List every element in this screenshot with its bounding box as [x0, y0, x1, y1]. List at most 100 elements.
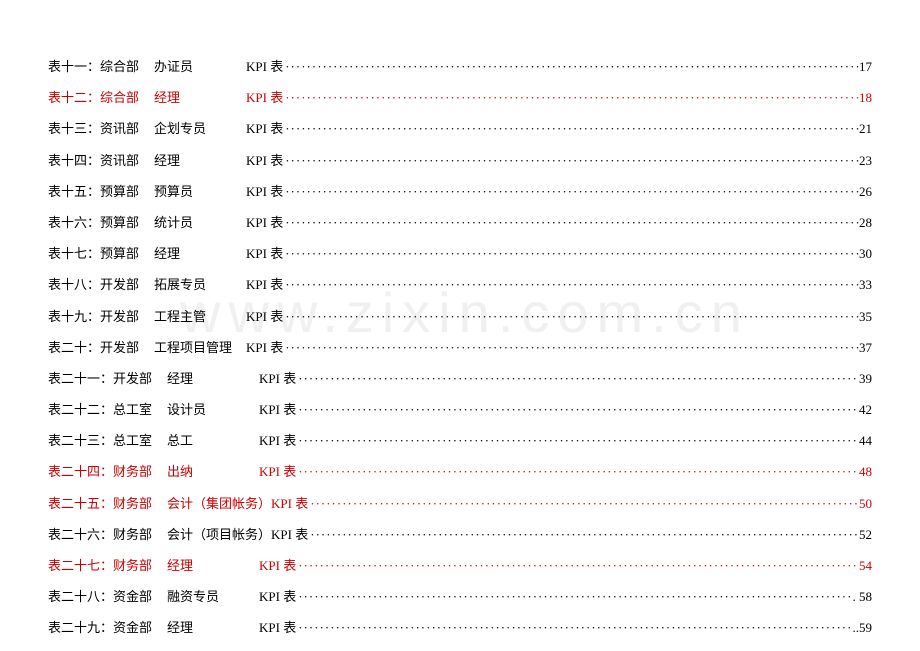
- entry-kpi-label: KPI 表: [259, 557, 296, 575]
- toc-entry: 表十三：资讯部企划专员KPI 表························…: [48, 120, 872, 138]
- page-number: 28: [859, 214, 872, 232]
- entry-kpi-label: KPI 表: [246, 339, 283, 357]
- entry-kpi-label: KPI 表: [246, 120, 283, 138]
- entry-label: 表十一：: [48, 58, 100, 76]
- entry-kpi-label: KPI 表: [246, 214, 283, 232]
- entry-department: 预算部: [100, 214, 154, 232]
- page-number: 21: [859, 120, 872, 138]
- toc-entry: 表二十一：开发部经理KPI 表·························…: [48, 370, 872, 388]
- page-number: 26: [859, 183, 872, 201]
- page-number: 39: [859, 370, 872, 388]
- toc-entry: 表二十五：财务部会计（集团帐务）KPI 表···················…: [48, 495, 872, 513]
- toc-entry: 表二十九：资金部经理KPI 表·························…: [48, 619, 872, 637]
- toc-entry: 表二十六：财务部会计（项目帐务）KPI 表···················…: [48, 526, 872, 544]
- leader-dots: ········································…: [283, 58, 859, 76]
- entry-department: 财务部: [113, 495, 167, 513]
- leader-dots: ········································…: [283, 183, 859, 201]
- leader-dots: ········································…: [283, 89, 859, 107]
- leader-dots: ········································…: [283, 245, 859, 263]
- entry-role: 拓展专员: [154, 276, 246, 294]
- entry-kpi-label: KPI 表: [259, 432, 296, 450]
- entry-role: 经理: [167, 619, 259, 637]
- leader-dots: ········································…: [283, 120, 859, 138]
- entry-kpi-label: KPI 表: [246, 308, 283, 326]
- entry-kpi-label: KPI 表: [246, 152, 283, 170]
- entry-label: 表二十四：: [48, 463, 113, 481]
- entry-role: 统计员: [154, 214, 246, 232]
- entry-role: 预算员: [154, 183, 246, 201]
- page-number: 50: [859, 495, 872, 513]
- entry-role: 办证员: [154, 58, 246, 76]
- entry-role: 会计（项目帐务）: [167, 526, 271, 544]
- page-number: 17: [859, 58, 872, 76]
- entry-department: 预算部: [100, 183, 154, 201]
- toc-entry: 表十一：综合部办证员KPI 表·························…: [48, 58, 872, 76]
- page-number: 30: [859, 245, 872, 263]
- entry-kpi-label: KPI 表: [259, 401, 296, 419]
- entry-kpi-label: KPI 表: [246, 58, 283, 76]
- entry-department: 开发部: [100, 308, 154, 326]
- leader-dots: ········································…: [308, 526, 859, 544]
- entry-label: 表二十九：: [48, 619, 113, 637]
- entry-department: 开发部: [100, 276, 154, 294]
- entry-role: 经理: [167, 370, 259, 388]
- leader-dots: ········································…: [296, 432, 859, 450]
- leader-dots: ········································…: [296, 463, 859, 481]
- page-number: 33: [859, 276, 872, 294]
- entry-department: 开发部: [100, 339, 154, 357]
- leader-dots: ········································…: [283, 308, 859, 326]
- entry-label: 表十四：: [48, 152, 100, 170]
- entry-kpi-label: KPI 表: [259, 463, 296, 481]
- entry-kpi-label: KPI 表: [246, 183, 283, 201]
- entry-role: 设计员: [167, 401, 259, 419]
- toc-entry: 表十二：综合部经理KPI 表··························…: [48, 89, 872, 107]
- toc-entry: 表十七：预算部经理KPI 表··························…: [48, 245, 872, 263]
- entry-department: 总工室: [113, 401, 167, 419]
- page-number: 44: [859, 432, 872, 450]
- toc-entry: 表二十二：总工室设计员KPI 表························…: [48, 401, 872, 419]
- toc-entry: 表十五：预算部预算员KPI 表·························…: [48, 183, 872, 201]
- entry-department: 总工室: [113, 432, 167, 450]
- page-number: 35: [859, 308, 872, 326]
- leader-dots: ········································…: [283, 152, 859, 170]
- entry-role: 经理: [154, 89, 246, 107]
- leader-dots: ········································…: [296, 588, 852, 606]
- entry-department: 预算部: [100, 245, 154, 263]
- leader-dots: ········································…: [296, 557, 859, 575]
- entry-label: 表二十六：: [48, 526, 113, 544]
- leader-dots: ········································…: [296, 401, 859, 419]
- leader-dots: ········································…: [296, 619, 852, 637]
- entry-role: 经理: [154, 245, 246, 263]
- entry-kpi-label: KPI 表: [246, 89, 283, 107]
- toc-entry: 表二十八：资金部融资专员KPI 表·······················…: [48, 588, 872, 606]
- entry-role: 工程主管: [154, 308, 246, 326]
- entry-label: 表二十五：: [48, 495, 113, 513]
- entry-department: 开发部: [113, 370, 167, 388]
- entry-label: 表二十一：: [48, 370, 113, 388]
- entry-department: 资金部: [113, 619, 167, 637]
- entry-department: 资讯部: [100, 152, 154, 170]
- entry-role: 会计（集团帐务）: [167, 495, 271, 513]
- entry-label: 表十三：: [48, 120, 100, 138]
- toc-entry: 表二十三：总工室总工KPI 表·························…: [48, 432, 872, 450]
- entry-label: 表二十七：: [48, 557, 113, 575]
- page-number: 54: [859, 557, 872, 575]
- page-number: 18: [859, 89, 872, 107]
- entry-kpi-label: KPI 表: [246, 245, 283, 263]
- page-number: 48: [859, 463, 872, 481]
- entry-label: 表十八：: [48, 276, 100, 294]
- page-number: 37: [859, 339, 872, 357]
- entry-label: 表十六：: [48, 214, 100, 232]
- entry-label: 表二十八：: [48, 588, 113, 606]
- entry-label: 表十五：: [48, 183, 100, 201]
- toc-entry: 表十四：资讯部经理KPI 表··························…: [48, 152, 872, 170]
- toc-entry: 表十九：开发部工程主管KPI 表························…: [48, 308, 872, 326]
- entry-kpi-label: KPI 表: [259, 588, 296, 606]
- leader-dots: ········································…: [283, 214, 859, 232]
- page-number: ..59: [853, 619, 873, 637]
- entry-department: 资讯部: [100, 120, 154, 138]
- entry-role: 融资专员: [167, 588, 259, 606]
- entry-role: 经理: [154, 152, 246, 170]
- entry-role: 总工: [167, 432, 259, 450]
- toc-entry: 表二十四：财务部出纳KPI 表·························…: [48, 463, 872, 481]
